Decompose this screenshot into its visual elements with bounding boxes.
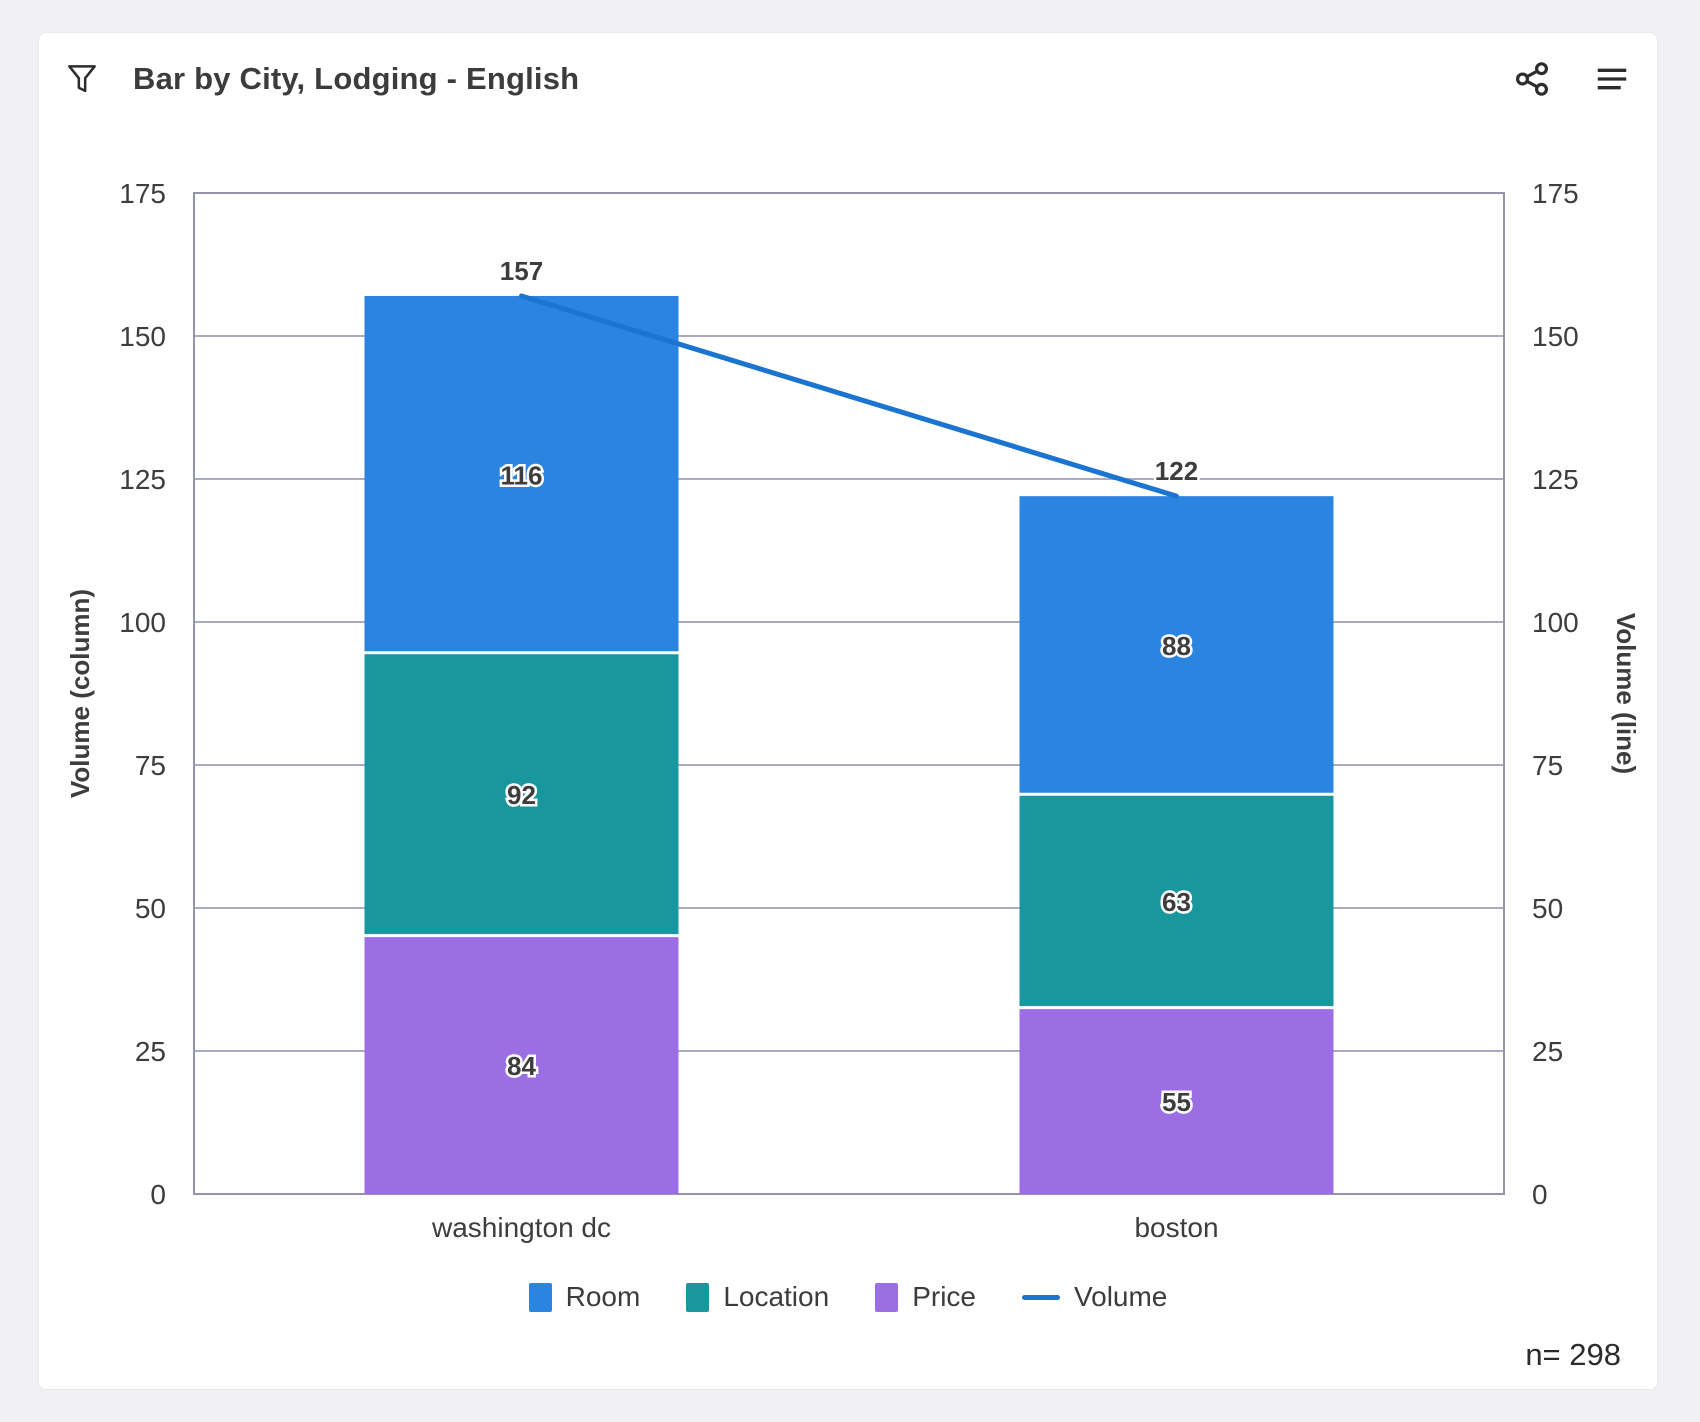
legend-label: Location xyxy=(723,1281,830,1312)
bar-segment-price-1[interactable] xyxy=(364,935,679,1194)
bar-segment-room-1[interactable] xyxy=(364,295,679,653)
y-axis-tick-right: 100 xyxy=(1532,607,1579,638)
chart-legend: Room Location Price Volume xyxy=(39,1281,1657,1313)
segment-value-label: 63 xyxy=(1162,887,1191,917)
chart-title: Bar by City, Lodging - English xyxy=(133,61,580,96)
y-axis-tick-right: 0 xyxy=(1532,1179,1548,1210)
y-axis-tick-left: 50 xyxy=(135,893,166,924)
segment-value-label: 88 xyxy=(1162,631,1191,661)
volume-line[interactable] xyxy=(519,293,1179,499)
y-axis-tick-right: 125 xyxy=(1532,464,1579,495)
chart-canvas: 0 0 25 25 50 50 75 75 100 100 125 125 150 150 175 175 84… xyxy=(65,178,1641,1243)
legend-label: Room xyxy=(565,1281,641,1312)
legend-item-location[interactable]: Location xyxy=(686,1281,829,1313)
menu-icon[interactable] xyxy=(1593,60,1631,98)
segment-value-label: 92 xyxy=(507,780,536,810)
plot-border xyxy=(193,192,1505,1195)
bar-segment-room-2[interactable] xyxy=(1019,496,1334,795)
share-icon[interactable] xyxy=(1513,60,1551,98)
y-axis-tick-left: 100 xyxy=(119,607,166,638)
y-axis-tick-right: 25 xyxy=(1532,1036,1563,1067)
bar-total-label: 157 xyxy=(500,256,543,286)
header-actions xyxy=(1513,60,1631,98)
legend-item-price[interactable]: Price xyxy=(875,1281,976,1313)
x-axis-category-label: washington dc xyxy=(431,1212,611,1243)
segment-value-label: 84 xyxy=(507,1051,536,1081)
x-axis-category-label: boston xyxy=(1134,1212,1218,1243)
legend-color-swatch xyxy=(528,1282,552,1312)
y-axis-tick-right: 50 xyxy=(1532,893,1563,924)
bar-segment-location-2[interactable] xyxy=(1019,794,1334,1008)
legend-color-swatch xyxy=(686,1282,710,1312)
segment-value-label: 55 xyxy=(1162,1087,1191,1117)
bar-segment-price-2[interactable] xyxy=(1019,1007,1334,1194)
y-axis-tick-left: 75 xyxy=(135,750,166,781)
y-axis-tick-right: 150 xyxy=(1532,321,1579,352)
sample-size-label: n= 298 xyxy=(1525,1337,1621,1372)
y-axis-tick-left: 175 xyxy=(119,178,166,209)
y-axis-title-left: Volume (column) xyxy=(65,589,95,798)
legend-color-swatch xyxy=(875,1282,899,1312)
chart-card: Bar by City, Lodging - English 0 0 25 25 50 5… xyxy=(38,32,1658,1390)
legend-item-room[interactable]: Room xyxy=(528,1281,641,1313)
legend-label: Price xyxy=(912,1281,976,1312)
card-header: Bar by City, Lodging - English xyxy=(39,33,1657,125)
bar-total-label: 122 xyxy=(1155,456,1198,486)
legend-line-swatch xyxy=(1021,1294,1060,1300)
y-axis-tick-right: 75 xyxy=(1532,750,1563,781)
y-axis-title-right: Volume (line) xyxy=(1611,613,1641,774)
y-axis-tick-left: 25 xyxy=(135,1036,166,1067)
filter-icon[interactable] xyxy=(63,60,101,98)
y-axis-tick-left: 150 xyxy=(119,321,166,352)
segment-value-label: 116 xyxy=(501,460,543,490)
legend-item-volume[interactable]: Volume xyxy=(1021,1281,1168,1313)
legend-label: Volume xyxy=(1073,1281,1168,1312)
bar-segment-location-1[interactable] xyxy=(364,652,679,936)
y-axis-tick-left: 0 xyxy=(150,1179,166,1210)
y-axis-tick-left: 125 xyxy=(119,464,166,495)
y-axis-tick-right: 175 xyxy=(1532,178,1579,209)
